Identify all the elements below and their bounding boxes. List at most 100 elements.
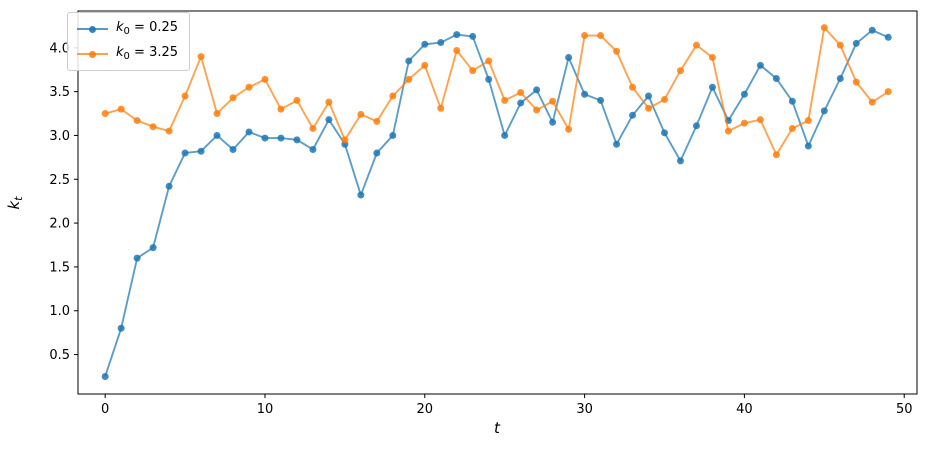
series-marker-0 bbox=[820, 107, 828, 115]
series-marker-0 bbox=[549, 118, 557, 126]
series-marker-0 bbox=[485, 75, 493, 83]
legend-item-0: k0 = 0.25 bbox=[77, 19, 178, 39]
series-marker-1 bbox=[692, 41, 700, 49]
series-marker-1 bbox=[293, 96, 301, 104]
series-marker-1 bbox=[676, 67, 684, 75]
series-marker-1 bbox=[229, 94, 237, 102]
series-marker-1 bbox=[501, 96, 509, 104]
series-marker-1 bbox=[149, 123, 157, 131]
series-marker-0 bbox=[213, 131, 221, 139]
series-marker-0 bbox=[772, 74, 780, 82]
series-marker-0 bbox=[165, 182, 173, 190]
series-marker-1 bbox=[101, 110, 109, 118]
series-marker-1 bbox=[453, 46, 461, 54]
series-marker-0 bbox=[325, 116, 333, 124]
series-marker-1 bbox=[804, 117, 812, 125]
series-marker-1 bbox=[469, 67, 477, 75]
series-marker-0 bbox=[277, 134, 285, 142]
series-marker-0 bbox=[309, 145, 317, 153]
series-marker-1 bbox=[629, 83, 637, 91]
series-marker-1 bbox=[117, 105, 125, 113]
series-line-0 bbox=[104, 29, 889, 377]
legend-line-marker-icon bbox=[77, 25, 108, 34]
series-marker-1 bbox=[740, 119, 748, 127]
series-marker-1 bbox=[597, 32, 605, 40]
series-marker-0 bbox=[197, 147, 205, 155]
series-marker-0 bbox=[229, 145, 237, 153]
series-marker-1 bbox=[213, 110, 221, 118]
series-marker-1 bbox=[437, 104, 445, 112]
series-marker-0 bbox=[389, 131, 397, 139]
legend-sample-dot bbox=[89, 25, 96, 33]
series-marker-0 bbox=[405, 57, 413, 65]
series-marker-1 bbox=[421, 61, 429, 69]
y-axis-label: kt bbox=[5, 196, 25, 210]
series-marker-1 bbox=[756, 116, 764, 124]
series-marker-1 bbox=[645, 104, 653, 112]
series-marker-0 bbox=[852, 39, 860, 47]
x-tick-label: 10 bbox=[257, 402, 274, 417]
series-marker-0 bbox=[373, 149, 381, 157]
series-marker-1 bbox=[788, 124, 796, 132]
series-marker-0 bbox=[453, 31, 461, 39]
series-marker-1 bbox=[549, 97, 557, 105]
series-marker-0 bbox=[645, 92, 653, 100]
series-marker-1 bbox=[565, 125, 573, 133]
series-marker-1 bbox=[133, 117, 141, 125]
series-marker-0 bbox=[357, 191, 365, 199]
legend-label: k0 = 0.25 bbox=[116, 20, 179, 37]
y-tick-label: 3.0 bbox=[49, 129, 70, 144]
series-marker-1 bbox=[277, 105, 285, 113]
x-axis-label: t bbox=[494, 419, 501, 437]
series-marker-1 bbox=[485, 57, 493, 65]
x-tick-label: 30 bbox=[576, 402, 593, 417]
x-tick-label: 40 bbox=[736, 402, 753, 417]
series-marker-0 bbox=[261, 134, 269, 142]
series-marker-0 bbox=[437, 39, 445, 47]
series-marker-0 bbox=[692, 122, 700, 130]
series-marker-1 bbox=[245, 83, 253, 91]
series-marker-0 bbox=[613, 140, 621, 148]
plot-frame bbox=[77, 10, 918, 395]
series-marker-1 bbox=[868, 98, 876, 106]
y-tick-label: 1.0 bbox=[49, 304, 70, 319]
series-marker-0 bbox=[708, 83, 716, 91]
legend-line-marker-icon bbox=[77, 50, 108, 59]
y-tick-label: 2.5 bbox=[49, 173, 70, 188]
series-marker-1 bbox=[325, 98, 333, 106]
series-marker-1 bbox=[405, 75, 413, 83]
series-marker-1 bbox=[261, 75, 269, 83]
series-marker-0 bbox=[804, 142, 812, 150]
x-tick-label: 0 bbox=[101, 402, 109, 417]
series-marker-0 bbox=[884, 33, 892, 41]
series-marker-1 bbox=[165, 127, 173, 135]
series-marker-0 bbox=[133, 254, 141, 262]
series-marker-0 bbox=[149, 244, 157, 252]
y-tick-label: 1.5 bbox=[49, 260, 70, 275]
series-marker-0 bbox=[469, 32, 477, 40]
series-marker-1 bbox=[309, 124, 317, 132]
series-marker-1 bbox=[724, 127, 732, 135]
series-marker-1 bbox=[357, 110, 365, 118]
x-tick-label: 20 bbox=[417, 402, 434, 417]
series-marker-0 bbox=[788, 97, 796, 105]
series-marker-0 bbox=[421, 40, 429, 48]
series-marker-1 bbox=[181, 92, 189, 100]
legend-item-1: k0 = 3.25 bbox=[77, 44, 178, 64]
series-marker-1 bbox=[820, 24, 828, 32]
series-marker-1 bbox=[772, 151, 780, 159]
y-tick-label: 2.0 bbox=[49, 217, 70, 232]
series-marker-1 bbox=[661, 96, 668, 104]
series-marker-1 bbox=[581, 32, 589, 40]
series-marker-0 bbox=[661, 129, 668, 137]
series-marker-1 bbox=[836, 41, 844, 49]
y-tick-label: 3.5 bbox=[49, 85, 70, 100]
series-marker-0 bbox=[740, 90, 748, 98]
chart-axes-group: 0 10 20 30 40 50 0.5 1.0 1.5 2.0 2.5 3.0 3.5 4.0 bbox=[49, 10, 918, 417]
series-marker-0 bbox=[581, 90, 589, 98]
series-marker-1 bbox=[708, 53, 716, 61]
chart-series-group bbox=[101, 24, 892, 380]
series-marker-1 bbox=[389, 92, 397, 100]
series-marker-0 bbox=[101, 372, 109, 380]
